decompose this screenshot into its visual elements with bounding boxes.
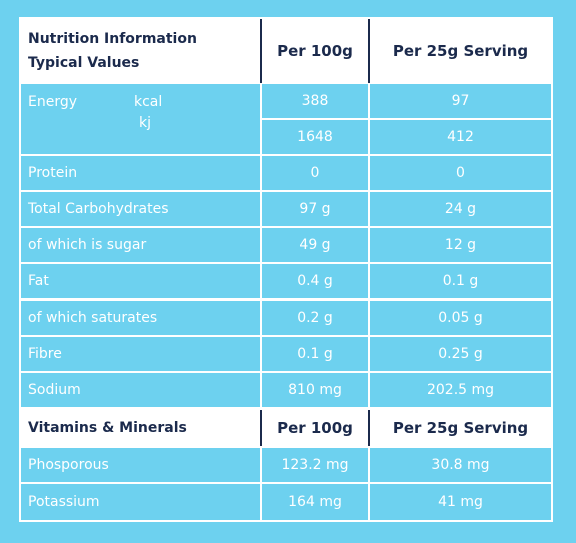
- table-row: Potassium 164 mg 41 mg: [19, 484, 553, 520]
- mineral-per-serving: 30.8 mg: [370, 448, 551, 482]
- table-header-row: Nutrition Information Typical Values Per…: [19, 19, 553, 83]
- table-row: of which is sugar 49 g 12 g: [19, 228, 553, 262]
- nutrient-label: Total Carbohydrates: [21, 192, 260, 226]
- vitamins-title: Vitamins & Minerals: [21, 410, 260, 446]
- nutrient-per-serving: 0.05 g: [370, 301, 551, 335]
- nutrient-per-100g: 0: [262, 156, 368, 190]
- nutrient-per-100g: 97 g: [262, 192, 368, 226]
- mineral-per-100g: 123.2 mg: [262, 448, 368, 482]
- table-title: Nutrition Information Typical Values: [21, 19, 260, 83]
- header-divider: [368, 19, 370, 83]
- header-divider: [260, 19, 262, 83]
- nutrient-label: Sodium: [21, 373, 260, 407]
- mineral-per-serving: 41 mg: [370, 484, 551, 520]
- nutrition-table: Nutrition Information Typical Values Per…: [19, 17, 553, 522]
- nutrient-per-100g: 0.4 g: [262, 264, 368, 298]
- nutrient-per-serving: 0.25 g: [370, 337, 551, 371]
- nutrient-per-serving: 202.5 mg: [370, 373, 551, 407]
- nutrient-per-serving: 24 g: [370, 192, 551, 226]
- energy-kcal-row: 388 97: [19, 84, 553, 118]
- energy-unit-kcal: kcal: [134, 94, 163, 110]
- table-row: Fibre 0.1 g 0.25 g: [19, 337, 553, 371]
- vitamins-col-per-100g: Per 100g: [262, 410, 368, 446]
- energy-unit-kj: kj: [139, 115, 151, 131]
- energy-label-cell: Energy kcal kj: [21, 84, 260, 154]
- vitamins-col-per-serving: Per 25g Serving: [370, 410, 551, 446]
- col-header-per-serving: Per 25g Serving: [370, 19, 551, 83]
- mineral-label: Phosporous: [21, 448, 260, 482]
- energy-kj-row: 1648 412: [19, 120, 553, 154]
- nutrient-per-100g: 0.2 g: [262, 301, 368, 335]
- nutrient-per-100g: 0.1 g: [262, 337, 368, 371]
- col-header-per-100g: Per 100g: [262, 19, 368, 83]
- mineral-per-100g: 164 mg: [262, 484, 368, 520]
- nutrient-per-serving: 0: [370, 156, 551, 190]
- title-line-2: Typical Values: [28, 55, 140, 71]
- energy-row: Energy kcal kj: [19, 84, 553, 154]
- energy-label: Energy: [28, 94, 78, 110]
- table-row: Fat 0.4 g 0.1 g: [19, 264, 553, 298]
- title-line-1: Nutrition Information: [28, 31, 197, 47]
- energy-kcal-100g: 388: [262, 84, 368, 118]
- vitamins-header-row: Vitamins & Minerals Per 100g Per 25g Ser…: [19, 410, 553, 446]
- nutrient-per-serving: 0.1 g: [370, 264, 551, 298]
- nutrient-per-100g: 49 g: [262, 228, 368, 262]
- nutrient-label: of which is sugar: [21, 228, 260, 262]
- table-row: Protein 0 0: [19, 156, 553, 190]
- nutrient-label: Fat: [21, 264, 260, 298]
- nutrient-per-100g: 810 mg: [262, 373, 368, 407]
- header-divider: [368, 410, 370, 446]
- energy-kj-serving: 412: [370, 120, 551, 154]
- header-divider: [260, 410, 262, 446]
- table-row: Total Carbohydrates 97 g 24 g: [19, 192, 553, 226]
- nutrient-per-serving: 12 g: [370, 228, 551, 262]
- energy-kcal-serving: 97: [370, 84, 551, 118]
- nutrient-label: Fibre: [21, 337, 260, 371]
- nutrient-label: Protein: [21, 156, 260, 190]
- table-row: Phosporous 123.2 mg 30.8 mg: [19, 448, 553, 482]
- table-row: of which saturates 0.2 g 0.05 g: [19, 301, 553, 335]
- energy-kj-100g: 1648: [262, 120, 368, 154]
- table-row: Sodium 810 mg 202.5 mg: [19, 373, 553, 407]
- mineral-label: Potassium: [21, 484, 260, 520]
- nutrient-label: of which saturates: [21, 301, 260, 335]
